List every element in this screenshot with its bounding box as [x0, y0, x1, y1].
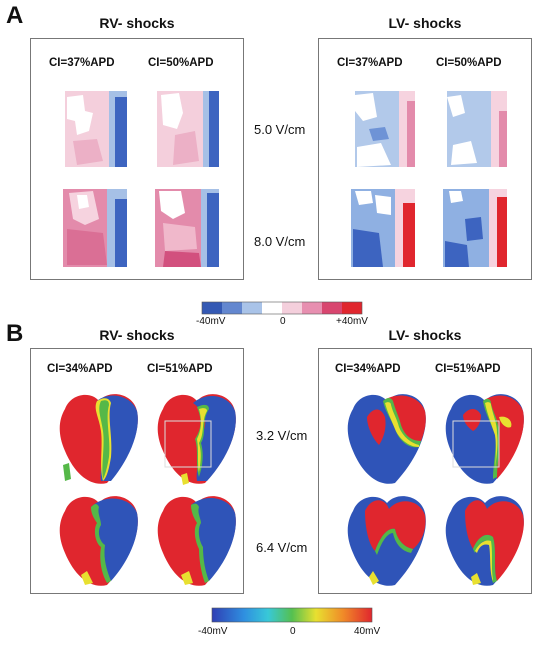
panel-a-colorbar: [201, 301, 363, 315]
panel-b-lv-heart-34-top: [347, 394, 426, 484]
panel-a-field-bottom: 8.0 V/cm: [254, 234, 306, 249]
panel-a-lv-ci-left: CI=37%APD: [337, 57, 403, 69]
panel-a-letter: A: [6, 2, 24, 29]
panel-a-rv-map-50-top: [155, 91, 219, 167]
panel-b-rv-heart-51-top: [157, 394, 236, 485]
panel-b-colorbar-mid: 0: [290, 626, 296, 637]
panel-a-lv-map-37-bottom: [351, 189, 415, 267]
panel-a-rv-map-50-bottom: [155, 189, 219, 267]
panel-b-lv-ci-left: CI=34%APD: [335, 363, 401, 375]
panel-b-rv-frame: RV- shocks CI=34%APD CI=51%APD: [30, 327, 244, 594]
panel-a-lv-title: LV- shocks: [388, 15, 462, 31]
panel-b-colorbar-min: -40mV: [198, 626, 228, 637]
panel-b-lv-title: LV- shocks: [388, 327, 462, 343]
panel-b-rv-ci-left: CI=34%APD: [47, 363, 113, 375]
panel-a-lv-map-50-bottom: [443, 189, 507, 267]
panel-a-rv-ci-right: CI=50%APD: [148, 57, 214, 69]
panel-a-lv-map-37-top: [351, 91, 415, 167]
panel-b-lv-ci-right: CI=51%APD: [435, 363, 501, 375]
panel-a-field-top: 5.0 V/cm: [254, 122, 306, 137]
panel-b-lv-heart-51-top: [445, 394, 524, 484]
panel-a-rv-title: RV- shocks: [99, 15, 175, 31]
panel-b-colorbar: [211, 607, 373, 623]
panel-a-lv-map-50-top: [443, 91, 507, 167]
panel-a-rv-map-37-top: [63, 91, 127, 167]
panel-b-field-bottom: 6.4 V/cm: [256, 540, 308, 555]
panel-a-lv-ci-right: CI=50%APD: [436, 57, 502, 69]
panel-b-rv-heart-34-top: [59, 394, 138, 484]
panel-b-letter: B: [6, 320, 24, 347]
panel-b-lv-frame: LV- shocks CI=34%APD CI=51%APD: [318, 327, 532, 594]
panel-b-lv-heart-34-bottom: [347, 496, 426, 586]
panel-a-lv-frame: LV- shocks CI=37%APD CI=50%APD: [318, 15, 532, 280]
panel-b-rv-heart-51-bottom: [157, 496, 236, 586]
panel-b-lv-heart-51-bottom: [445, 496, 524, 586]
panel-a-colorbar-min: -40mV: [196, 316, 226, 327]
panel-a-colorbar-max: +40mV: [336, 316, 368, 327]
panel-a-colorbar-mid: 0: [280, 316, 286, 327]
panel-b-colorbar-max: 40mV: [354, 626, 381, 637]
panel-b-field-top: 3.2 V/cm: [256, 428, 308, 443]
panel-a-rv-ci-left: CI=37%APD: [49, 57, 115, 69]
panel-b-rv-ci-right: CI=51%APD: [147, 363, 213, 375]
panel-b-rv-title: RV- shocks: [99, 327, 175, 343]
panel-b-rv-heart-34-bottom: [59, 496, 138, 586]
panel-a-rv-map-37-bottom: [63, 189, 127, 267]
panel-a-rv-frame: RV- shocks CI=37%APD CI=50%APD: [30, 15, 244, 280]
